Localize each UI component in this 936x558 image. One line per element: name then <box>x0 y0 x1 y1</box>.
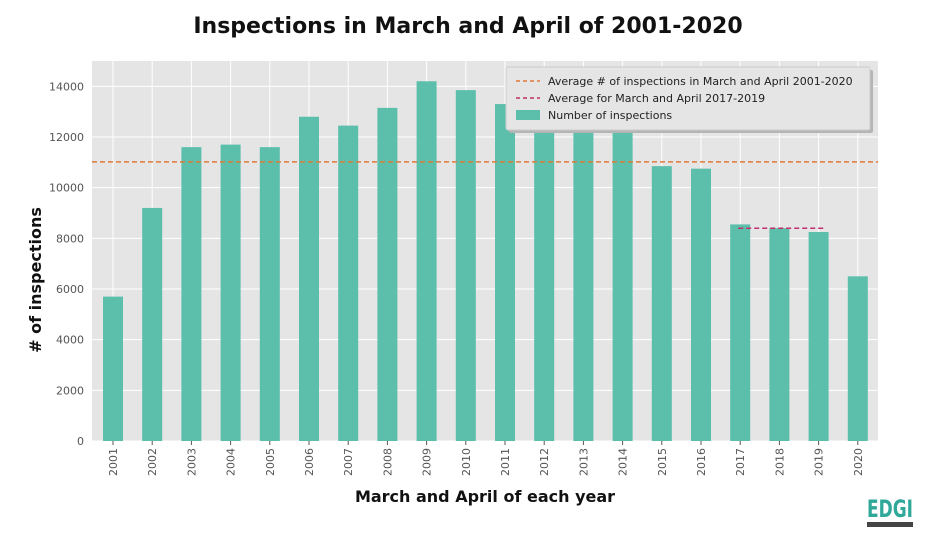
y-tick-label: 12000 <box>49 131 84 144</box>
x-tick-label: 2013 <box>577 448 590 476</box>
x-tick-label: 2010 <box>460 448 473 476</box>
x-tick-label: 2009 <box>421 448 434 476</box>
bar-2003 <box>181 147 202 441</box>
bar-2012 <box>534 114 555 441</box>
legend-swatch <box>516 110 540 120</box>
x-tick-label: 2001 <box>107 448 120 476</box>
bar-2001 <box>103 296 123 441</box>
bars <box>103 81 868 442</box>
bar-2016 <box>691 168 711 441</box>
x-tick-label: 2015 <box>656 448 669 476</box>
x-tick-label: 2003 <box>185 448 198 476</box>
chart-title: Inspections in March and April of 2001-2… <box>193 14 743 39</box>
x-tick-label: 2008 <box>381 448 394 476</box>
bar-2011 <box>495 104 515 442</box>
bar-2010 <box>455 90 476 441</box>
x-tick-label: 2018 <box>773 448 786 476</box>
x-tick-label: 2012 <box>538 448 551 476</box>
x-tick-label: 2006 <box>303 448 316 476</box>
x-tick-label: 2011 <box>499 448 512 476</box>
x-ticks: 2001 2002 2003 2004 2005 2006 2007 2008 2009 2010… <box>107 441 865 476</box>
x-tick-label: 2005 <box>264 448 277 476</box>
y-tick-label: 4000 <box>56 334 84 347</box>
y-tick-label: 2000 <box>56 384 84 397</box>
edgi-logo-text: EDGI <box>867 495 913 523</box>
legend-label: Number of inspections <box>548 109 672 122</box>
bar-2006 <box>299 116 319 441</box>
reference-lines <box>92 161 878 229</box>
legend-label: Average # of inspections in March and Ap… <box>548 75 853 88</box>
x-tick-label: 2007 <box>342 448 355 476</box>
bar-2004 <box>220 144 241 441</box>
x-tick-label: 2014 <box>617 448 630 476</box>
x-tick-label: 2004 <box>225 448 238 476</box>
bar-2019 <box>808 232 829 441</box>
y-ticks: 0 2000 4000 6000 8000 10000 12000 14000 <box>49 80 84 448</box>
y-tick-label: 0 <box>77 435 84 448</box>
x-tick-label: 2016 <box>695 448 708 476</box>
bar-2015 <box>651 166 672 441</box>
bar-2018 <box>769 228 790 441</box>
bar-2005 <box>259 147 280 441</box>
bar-2007 <box>338 125 359 441</box>
bar-2020 <box>847 276 868 441</box>
bar-2014 <box>612 121 633 442</box>
x-tick-label: 2020 <box>852 448 865 476</box>
legend-label: Average for March and April 2017-2019 <box>548 92 765 105</box>
x-tick-label: 2019 <box>813 448 826 476</box>
y-tick-label: 6000 <box>56 283 84 296</box>
bar-2008 <box>377 107 398 441</box>
legend-box <box>505 66 871 131</box>
y-tick-label: 8000 <box>56 232 84 245</box>
bar-2009 <box>416 81 437 442</box>
edgi-logo: EDGI <box>867 495 913 527</box>
x-tick-label: 2017 <box>734 448 747 476</box>
y-tick-label: 14000 <box>49 80 84 93</box>
legend: Average # of inspections in March and Ap… <box>505 66 873 133</box>
bar-2017 <box>730 224 751 441</box>
bar-2002 <box>142 207 163 441</box>
bar-2013 <box>573 119 594 442</box>
y-tick-label: 10000 <box>49 182 84 195</box>
x-tick-label: 2002 <box>146 448 159 476</box>
